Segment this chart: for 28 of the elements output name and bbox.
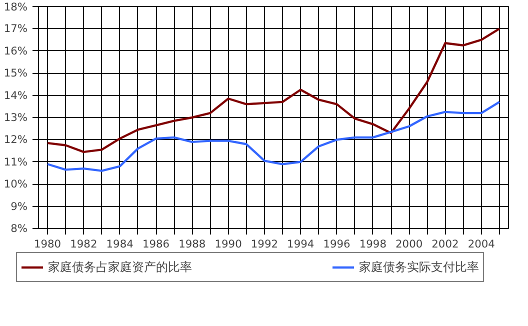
y-tick-label: 10% (4, 178, 28, 191)
x-tick-label: 1980 (34, 238, 62, 250)
y-tick-label: 18% (4, 0, 28, 14)
x-tick-label: 2000 (396, 238, 423, 250)
x-tick-label: 1996 (323, 238, 351, 250)
y-tick-label: 13% (4, 111, 28, 124)
y-tick-label: 16% (4, 44, 28, 58)
line-series (46, 100, 501, 172)
x-tick-label: 1988 (178, 238, 206, 250)
legend-label: 家庭债务占家庭资产的比率 (48, 258, 192, 276)
x-tick-label: 2002 (432, 238, 459, 250)
x-tick-label: 1984 (106, 238, 134, 250)
x-tick-label: 1982 (70, 238, 98, 250)
y-tick-label: 8% (10, 222, 28, 235)
y-tick-label: 12% (4, 133, 28, 146)
x-tick-label: 1998 (359, 238, 387, 250)
line-series (46, 28, 501, 154)
y-tick-label: 14% (4, 88, 28, 102)
y-tick-label: 11% (4, 155, 28, 168)
x-tick-label: 1986 (142, 238, 170, 250)
x-tick-label: 1990 (214, 238, 242, 250)
legend-label: 家庭债务实际支付比率 (359, 258, 479, 276)
y-tick-label: 15% (4, 66, 28, 80)
y-tick-label: 9% (10, 200, 28, 213)
x-tick-label: 1994 (287, 238, 314, 250)
x-tick-label: 1992 (250, 238, 278, 250)
y-tick-label: 17% (4, 22, 28, 36)
x-tick-label: 2004 (468, 238, 496, 250)
